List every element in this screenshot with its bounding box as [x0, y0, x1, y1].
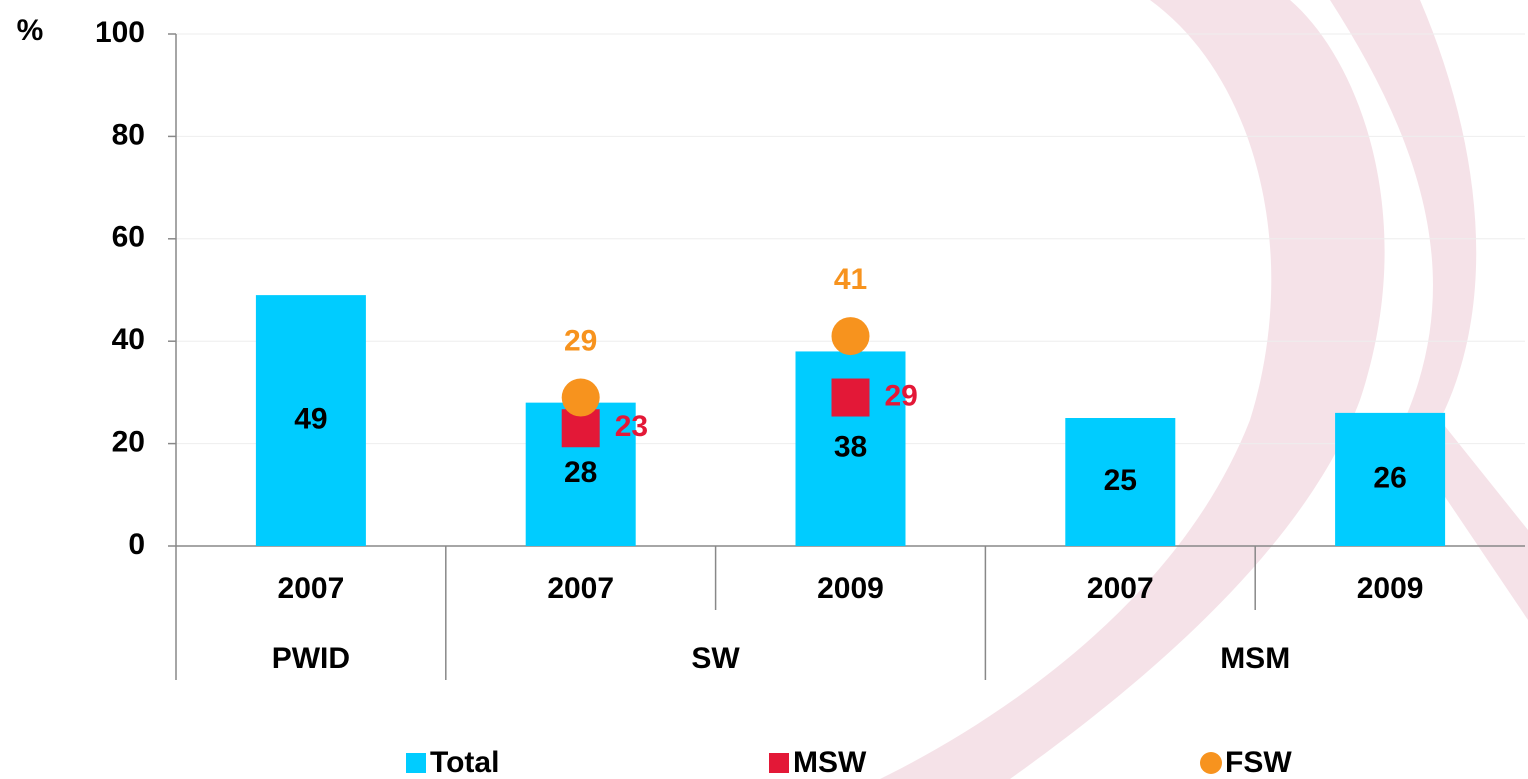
y-tick-label: 20	[112, 426, 145, 459]
y-tick-label: 40	[112, 323, 145, 356]
legend-swatch	[769, 753, 789, 773]
data-label: 29	[564, 324, 597, 357]
group-label: PWID	[272, 642, 350, 675]
legend-swatch	[1200, 752, 1222, 774]
x-tick-label: 2009	[817, 572, 884, 605]
data-label: 38	[834, 431, 867, 464]
legend-label: MSW	[793, 746, 867, 779]
data-label: 23	[615, 410, 648, 443]
group-label: SW	[691, 642, 740, 675]
x-tick-label: 2007	[278, 572, 345, 605]
legend-label: FSW	[1225, 746, 1292, 779]
data-label: 29	[885, 379, 918, 412]
y-tick-label: 0	[128, 528, 145, 561]
data-label: 28	[564, 456, 597, 489]
y-tick-label: 100	[95, 16, 145, 49]
data-label: 49	[294, 402, 327, 435]
legend-swatch	[406, 753, 426, 773]
y-axis-label: %	[17, 14, 44, 47]
group-label: MSM	[1220, 642, 1290, 675]
ribbon-decoration	[880, 0, 1528, 779]
y-tick-label: 60	[112, 221, 145, 254]
chart: % 0 20 40 60 80 100 2007 PWID 2007 2009 SW 2007 2009…	[0, 0, 1528, 779]
marker-square	[832, 379, 870, 417]
x-tick-label: 2007	[1087, 572, 1154, 605]
data-label: 25	[1104, 464, 1137, 497]
x-tick-label: 2009	[1357, 572, 1424, 605]
y-tick-label: 80	[112, 118, 145, 151]
legend-label: Total	[430, 746, 499, 779]
x-tick-label: 2007	[547, 572, 614, 605]
data-label: 41	[834, 263, 867, 296]
data-label: 26	[1373, 461, 1406, 494]
marker-circle	[562, 379, 600, 417]
marker-circle	[832, 317, 870, 355]
